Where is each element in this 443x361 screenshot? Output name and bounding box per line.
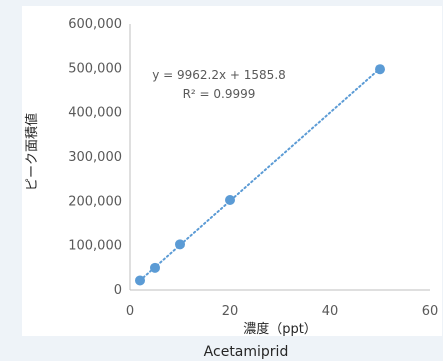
chart-background: [22, 6, 442, 336]
chart-caption: Acetamiprid: [204, 344, 289, 360]
y-tick-label: 600,000: [68, 17, 122, 32]
y-tick-label: 200,000: [68, 194, 122, 209]
plot-area: 0 100,000 200,000 300,000 400,000 500,000 600,…: [68, 17, 438, 319]
x-tick-label: 60: [422, 304, 439, 319]
y-tick-label: 400,000: [68, 106, 122, 121]
x-axis-label: 濃度（ppt）: [243, 321, 317, 337]
data-point: [175, 239, 185, 250]
y-tick-label: 300,000: [68, 150, 122, 165]
y-tick-label: 100,000: [68, 239, 122, 254]
y-tick-label: 0: [114, 283, 122, 298]
x-tick-label: 20: [222, 304, 239, 319]
x-tick-label: 40: [322, 304, 339, 319]
data-point: [150, 262, 160, 273]
data-point: [225, 195, 235, 206]
trendline-equation: y = 9962.2x + 1585.8: [152, 68, 286, 82]
data-point: [375, 64, 385, 75]
y-axis-label: ピーク面積値: [24, 113, 40, 191]
y-tick-label: 500,000: [68, 61, 122, 76]
x-tick-label: 0: [126, 304, 134, 319]
r-squared-label: R² = 0.9999: [183, 87, 256, 101]
data-point: [135, 275, 145, 286]
